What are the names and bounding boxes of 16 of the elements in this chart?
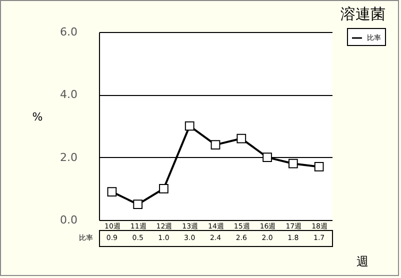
point — [107, 187, 117, 196]
y-tick-label: 0.0 — [60, 214, 78, 226]
point — [288, 158, 298, 168]
point — [184, 121, 194, 131]
point — [133, 200, 143, 210]
point — [210, 140, 220, 150]
text: 溶連菌 — [340, 5, 386, 23]
y-axis-title: % — [32, 110, 43, 124]
y-tick-label: 2.0 — [60, 150, 78, 164]
point — [236, 134, 246, 144]
point — [159, 184, 168, 194]
point — [262, 152, 272, 162]
point — [314, 162, 324, 172]
y-tick-label: 4.0 — [60, 88, 78, 102]
y-tick-label: 6.0 — [60, 26, 78, 38]
x-axis-title: 週 — [356, 254, 368, 268]
